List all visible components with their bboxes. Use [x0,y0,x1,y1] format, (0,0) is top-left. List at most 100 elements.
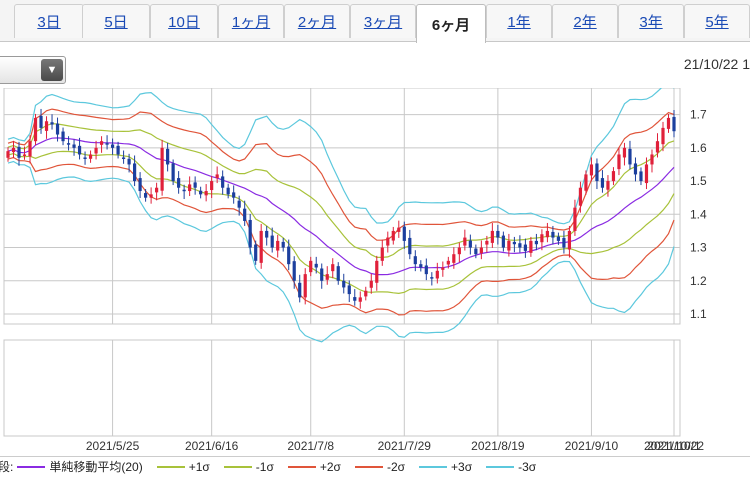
candle-body [33,117,38,142]
candle-body [364,290,368,297]
candle-body [11,147,16,153]
candle-body [72,144,76,148]
candle-body [419,264,423,268]
candle-body [22,154,27,156]
candle-body [507,240,511,251]
tab-2-months[interactable]: 2ヶ月 [284,4,350,38]
candle-body [342,280,346,288]
candle-body [556,236,561,241]
chevron-down-icon[interactable]: ▼ [41,59,63,81]
candle-body [171,163,175,182]
candle-body [149,194,153,198]
candle-body [221,176,225,188]
tab-5-days[interactable]: 5日 [82,4,150,38]
candle-body [578,187,583,206]
candle-body [127,158,131,165]
x-tick-label: 2021/7/29 [378,439,432,453]
candle-body [611,171,616,182]
legend-swatch [156,465,185,468]
plus1-sigma-line [7,123,675,258]
candle-body [485,240,489,245]
candle-body [314,263,318,268]
candle-body [468,240,472,248]
candle-body [375,260,379,283]
tab-3-days[interactable]: 3日 [14,4,84,38]
candle-body [402,226,406,241]
candle-body [639,171,643,182]
candle-body [331,264,335,272]
candle-body [628,148,632,165]
candle-body [309,260,313,273]
candle-body [551,231,555,238]
candle-body [380,247,384,261]
candle-body [397,227,401,232]
x-tick-label: 2021/5/25 [86,439,140,453]
candle-body [232,192,236,198]
candle-body [567,230,572,250]
legend-label: 単純移動平均(20) [49,460,143,474]
candle-body [347,285,351,295]
candle-body [182,189,186,192]
candle-body [144,193,148,198]
tab-5-years[interactable]: 5年 [684,4,750,38]
candle-body [287,246,291,265]
candle-body [446,260,450,265]
candle-body [83,157,87,159]
candle-body [39,115,43,128]
legend: 段: 単純移動平均(20) +1σ -1σ +2σ -2σ +3σ -3σ [0,456,750,476]
candle-body [430,277,434,279]
candle-body [595,163,599,182]
candle-body [457,247,461,255]
candle-body [534,240,538,245]
legend-label: +2σ [319,459,341,474]
candle-body [132,163,137,182]
x-tick-label: 2021/8/19 [471,439,525,453]
minus1-sigma-line [7,150,675,295]
x-tick-label: 2021/9/10 [565,439,619,453]
candle-body [490,230,494,243]
candle-body [166,148,170,165]
candle-body [210,181,214,191]
candle-body [254,244,258,261]
candle-body [529,240,533,253]
candle-body [188,184,192,192]
candle-body [325,274,329,280]
candle-body [28,141,32,157]
candle-body [518,243,522,248]
candle-body [501,235,505,248]
candle-body [292,261,296,281]
candle-body [303,274,307,298]
candle-body [413,256,417,265]
legend-label: -1σ [255,459,274,474]
legend-lead: 段: [0,460,14,474]
candle-body [369,280,373,288]
y-tick-label: 1.1 [690,307,707,321]
tab-3-months[interactable]: 3ヶ月 [350,4,416,38]
tab-10-days[interactable]: 10日 [150,4,218,38]
period-tabs: 3日 5日 10日 1ヶ月 2ヶ月 3ヶ月 6ヶ月 1年 2年 3年 5年 [0,0,750,43]
candle-body [622,147,627,158]
candle-body [479,247,483,254]
tab-2-years[interactable]: 2年 [552,4,618,38]
candle-body [215,174,219,179]
tab-1-year[interactable]: 1年 [486,4,552,38]
x-tick-label: 2021/10/1 [647,439,701,453]
legend-swatch [486,465,515,468]
candle-body [160,147,164,191]
candle-body [584,174,588,191]
candle-body [270,235,274,248]
legend-label: -2σ [386,459,406,474]
candle-body [116,145,120,155]
tab-1-month[interactable]: 1ヶ月 [218,4,284,38]
candle-body [336,266,340,281]
y-tick-label: 1.7 [690,108,707,122]
indicator-dropdown[interactable]: ▼ [0,56,66,84]
legend-swatch [223,465,252,468]
price-chart: 1.1 1.2 1.3 1.4 1.5 1.6 1.7 2021/5/25 2021/6/16… [3,88,707,453]
legend-label: +1σ [188,459,210,474]
tab-6-months[interactable]: 6ヶ月 [416,4,486,43]
tab-3-years[interactable]: 3年 [618,4,684,38]
candle-body [61,131,65,142]
candle-body [88,154,93,159]
candle-body [320,268,324,281]
